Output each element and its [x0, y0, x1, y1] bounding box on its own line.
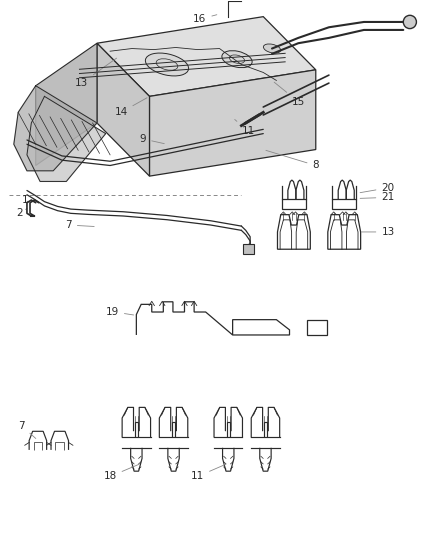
- Text: 11: 11: [234, 119, 254, 136]
- Text: 7: 7: [65, 220, 94, 230]
- Text: 11: 11: [191, 464, 225, 481]
- Bar: [306, 320, 326, 335]
- Text: 16: 16: [193, 14, 216, 25]
- Bar: [332, 199, 356, 209]
- Ellipse shape: [145, 53, 188, 76]
- Text: 14: 14: [114, 98, 147, 117]
- Text: 1: 1: [21, 195, 28, 205]
- Text: 7: 7: [18, 421, 36, 439]
- Polygon shape: [97, 43, 149, 176]
- Polygon shape: [14, 86, 97, 171]
- Text: 21: 21: [359, 192, 394, 203]
- Polygon shape: [149, 70, 315, 176]
- Polygon shape: [97, 17, 315, 96]
- Text: 8: 8: [265, 150, 318, 171]
- Text: 18: 18: [103, 464, 139, 481]
- Polygon shape: [27, 96, 106, 181]
- Text: 2: 2: [16, 208, 27, 219]
- Text: 20: 20: [359, 183, 394, 193]
- Ellipse shape: [221, 51, 251, 68]
- Text: 13: 13: [360, 227, 394, 237]
- Bar: [281, 199, 305, 209]
- Ellipse shape: [403, 15, 416, 29]
- Ellipse shape: [263, 44, 280, 53]
- FancyBboxPatch shape: [242, 244, 254, 254]
- Text: 13: 13: [75, 58, 117, 88]
- Text: 19: 19: [106, 306, 133, 317]
- Text: 15: 15: [274, 82, 304, 107]
- Text: 9: 9: [139, 134, 164, 144]
- Polygon shape: [35, 43, 97, 165]
